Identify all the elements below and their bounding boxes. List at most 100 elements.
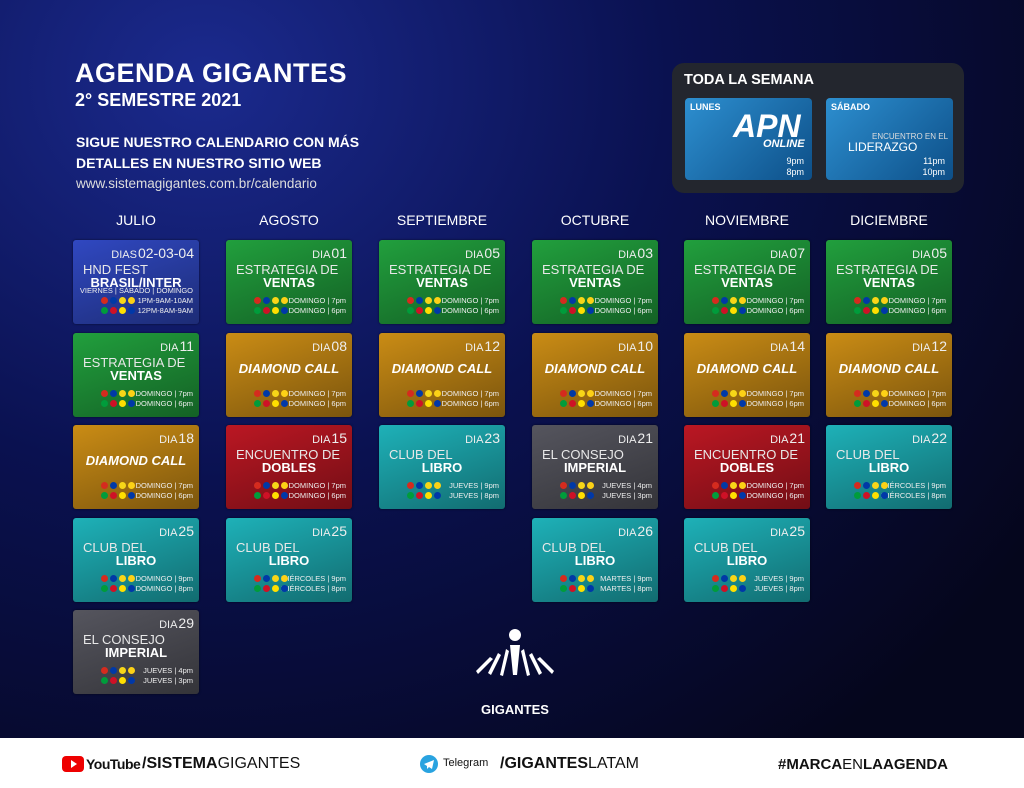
flag [854, 482, 861, 489]
flag [721, 389, 728, 397]
event-title-top: CLUB DEL [542, 539, 606, 555]
event-day: DIA14 [770, 338, 805, 354]
day-label: DIA [159, 526, 178, 539]
flag [434, 307, 441, 314]
flag [569, 297, 576, 304]
event-day: DIA25 [312, 523, 347, 539]
event-title-top: EL CONSEJO [83, 632, 165, 647]
flag [560, 574, 567, 582]
flags [254, 574, 288, 582]
event-schedule: JUEVES | 4pm [143, 666, 193, 675]
event-day: DIA07 [770, 245, 805, 261]
event-title: VENTAS [263, 275, 315, 290]
weekly-time: 11pm [923, 156, 945, 166]
event-day: DIA21 [770, 430, 805, 446]
event-schedule: VIERNES | SÁBADO | DOMINGO [79, 286, 193, 295]
flag [730, 574, 737, 582]
weekly-title-main: LIDERAZGO [848, 140, 918, 154]
flag [416, 297, 423, 304]
day-number: 25 [331, 522, 347, 539]
flag [730, 584, 737, 592]
flag [434, 482, 441, 489]
telegram-handle[interactable]: /GIGANTESLATAM [500, 755, 639, 773]
event-title-top: CLUB DEL [389, 447, 453, 462]
youtube-handle[interactable]: /SISTEMAGIGANTES [142, 755, 300, 773]
flag [730, 307, 737, 314]
weekly-day: SÁBADO [831, 102, 871, 112]
flag [101, 399, 108, 407]
flags [101, 667, 135, 674]
flag [110, 307, 117, 314]
flag [101, 574, 108, 582]
event-day: DIA29 [159, 615, 194, 631]
flag [110, 584, 117, 592]
flag [254, 399, 261, 407]
event-title: VENTAS [569, 275, 621, 290]
day-number: 11 [179, 337, 194, 354]
flag [101, 677, 108, 684]
flag [863, 389, 870, 397]
event-card: DIA15 ENCUENTRO DE DOBLES DOMINGO | 7pm DOMI… [226, 425, 352, 509]
event-title-top: ESTRATEGIA DE [83, 354, 186, 370]
month-label: AGOSTO [259, 212, 319, 228]
flag [425, 492, 432, 499]
event-schedule: DOMINGO | 7pm [746, 296, 804, 305]
event-schedule: DOMINGO | 7pm [135, 388, 193, 398]
flags [101, 584, 135, 592]
day-number: 02-03-04 [137, 245, 194, 261]
month-label: JULIO [116, 212, 156, 228]
event-schedule: JUEVES | 9pm [754, 573, 804, 583]
flag [407, 482, 414, 489]
flags [101, 399, 135, 407]
flag [578, 574, 585, 582]
event-schedule: JUEVES | 9pm [449, 481, 499, 490]
flag [254, 574, 261, 582]
event-schedule: DOMINGO | 7pm [888, 388, 946, 398]
flag [110, 677, 117, 684]
flags [560, 574, 594, 582]
flags [854, 307, 888, 314]
flag [281, 492, 288, 499]
flags [407, 297, 441, 304]
flag [119, 399, 126, 407]
flag [560, 297, 567, 304]
flags [712, 389, 746, 397]
event-schedule: DOMINGO | 6pm [594, 306, 652, 315]
flags [712, 482, 746, 489]
flags [560, 482, 594, 489]
flag [128, 574, 135, 582]
youtube-label: YouTube [86, 756, 141, 772]
flag [578, 297, 585, 304]
event-card: DIA10 DIAMOND CALL DOMINGO | 7pm DOMINGO | … [532, 332, 658, 417]
flag [560, 584, 567, 592]
event-schedule: DOMINGO | 6pm [135, 398, 193, 408]
flags [407, 482, 441, 489]
day-label: DIA [465, 341, 484, 354]
event-title: LIBRO [268, 552, 310, 568]
flag [863, 399, 870, 407]
event-title-top: ESTRATEGIA DE [236, 262, 339, 277]
flags [712, 492, 746, 499]
flags [101, 307, 135, 314]
event-title: LIBRO [574, 552, 616, 568]
event-title-top: EL CONSEJO [542, 447, 624, 462]
event-card: DIA23 CLUB DEL LIBRO JUEVES | 9pm JUEVES | 8… [379, 425, 505, 509]
weekly-title-main: APN [733, 108, 801, 144]
flag [854, 492, 861, 499]
website-url[interactable]: www.sistemagigantes.com.br/calendario [76, 176, 317, 191]
hashtag-part: #MARCA [778, 756, 843, 773]
flags [407, 307, 441, 314]
flag [119, 677, 126, 684]
day-label: DIA [618, 526, 637, 539]
flag [863, 492, 870, 499]
event-schedule: MIÉRCOLES | 9pm [281, 573, 346, 583]
flag [578, 584, 585, 592]
flags [854, 482, 888, 489]
day-label: DIA [312, 526, 331, 539]
day-label: DIA [312, 434, 331, 446]
event-title: VENTAS [110, 367, 162, 383]
event-schedule: MARTES | 8pm [600, 583, 652, 593]
flag [560, 482, 567, 489]
flag [263, 399, 270, 407]
flag [425, 297, 432, 304]
